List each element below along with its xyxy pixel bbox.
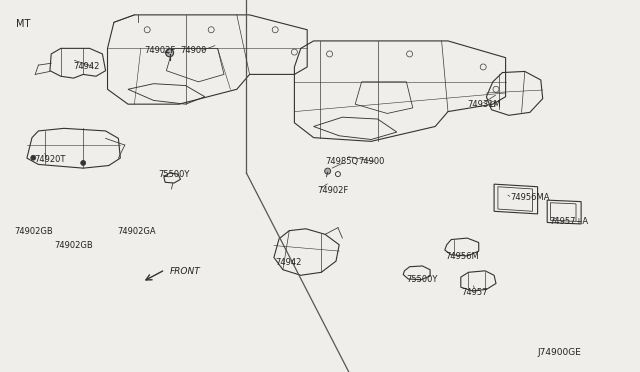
Text: 74985Q: 74985Q xyxy=(325,157,358,166)
Text: 74957+A: 74957+A xyxy=(549,217,588,226)
Text: 74900: 74900 xyxy=(180,46,207,55)
Text: 74942: 74942 xyxy=(74,62,100,71)
Text: 74920T: 74920T xyxy=(34,155,65,164)
Text: 75500Y: 75500Y xyxy=(159,170,190,179)
Text: MT: MT xyxy=(16,19,30,29)
Text: 75500Y: 75500Y xyxy=(406,275,438,284)
Text: 74902F: 74902F xyxy=(144,46,175,55)
Text: 74931M: 74931M xyxy=(467,100,501,109)
Text: 74902GA: 74902GA xyxy=(117,227,156,236)
Text: 74957: 74957 xyxy=(461,288,487,296)
Text: 74902GB: 74902GB xyxy=(14,227,53,236)
Text: 74902F: 74902F xyxy=(317,186,349,195)
Text: 74902GB: 74902GB xyxy=(54,241,93,250)
Text: FRONT: FRONT xyxy=(170,267,200,276)
Text: J74900GE: J74900GE xyxy=(538,348,582,357)
Circle shape xyxy=(324,168,331,174)
Circle shape xyxy=(166,49,173,57)
Text: 74900: 74900 xyxy=(358,157,385,166)
Text: 74956MA: 74956MA xyxy=(511,193,550,202)
Circle shape xyxy=(81,160,86,166)
Text: 74942: 74942 xyxy=(275,258,301,267)
Text: 74956M: 74956M xyxy=(445,252,479,261)
Circle shape xyxy=(31,155,36,160)
